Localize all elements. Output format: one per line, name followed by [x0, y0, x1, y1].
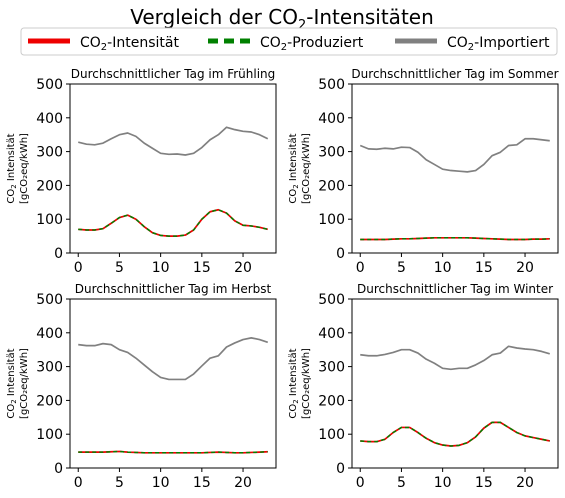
subplot-title: Durchschnittlicher Tag im Winter	[357, 282, 553, 296]
y-tick-label: 100	[36, 427, 63, 443]
subplot-title: Durchschnittlicher Tag im Sommer	[351, 67, 558, 81]
legend-label-imported: CO2-Importiert	[447, 35, 550, 53]
legend: CO2-Intensität CO2-Produziert CO2-Import…	[21, 28, 557, 55]
y-tick-label: 200	[318, 393, 345, 409]
y-tick-label: 500	[36, 292, 63, 308]
x-tick-label: 20	[234, 260, 252, 276]
y-tick-label: 100	[318, 212, 345, 228]
x-tick-label: 15	[193, 260, 211, 276]
x-tick-label: 0	[356, 260, 365, 276]
x-tick-label: 5	[115, 260, 124, 276]
x-tick-label: 0	[356, 475, 365, 491]
x-tick-label: 10	[434, 475, 452, 491]
y-tick-label: 500	[318, 77, 345, 93]
x-tick-label: 10	[152, 475, 170, 491]
y-tick-label: 200	[36, 178, 63, 194]
y-tick-label: 200	[36, 393, 63, 409]
y-tick-label: 300	[36, 145, 63, 161]
x-tick-label: 10	[152, 260, 170, 276]
legend-label-intensity: CO2-Intensität	[80, 35, 179, 53]
x-tick-label: 20	[516, 475, 534, 491]
x-tick-label: 20	[516, 260, 534, 276]
y-tick-label: 500	[318, 292, 345, 308]
y-tick-label: 100	[318, 427, 345, 443]
x-tick-label: 0	[74, 260, 83, 276]
y-tick-label: 0	[336, 461, 345, 477]
legend-label-produced: CO2-Produziert	[260, 35, 364, 53]
y-tick-label: 300	[36, 360, 63, 376]
x-tick-label: 5	[397, 475, 406, 491]
x-tick-label: 5	[397, 260, 406, 276]
y-tick-label: 100	[36, 212, 63, 228]
y-tick-label: 400	[318, 111, 345, 127]
x-tick-label: 15	[475, 475, 493, 491]
x-tick-label: 15	[475, 260, 493, 276]
y-tick-label: 300	[318, 360, 345, 376]
y-tick-label: 400	[36, 111, 63, 127]
y-tick-label: 400	[318, 326, 345, 342]
subplot-title: Durchschnittlicher Tag im Herbst	[75, 282, 272, 296]
y-tick-label: 300	[318, 145, 345, 161]
x-tick-label: 5	[115, 475, 124, 491]
y-tick-label: 0	[54, 461, 63, 477]
subplot-title: Durchschnittlicher Tag im Frühling	[71, 67, 276, 81]
x-tick-label: 15	[193, 475, 211, 491]
y-tick-label: 400	[36, 326, 63, 342]
x-tick-label: 20	[234, 475, 252, 491]
x-tick-label: 0	[74, 475, 83, 491]
y-tick-label: 0	[54, 246, 63, 262]
x-tick-label: 10	[434, 260, 452, 276]
y-tick-label: 0	[336, 246, 345, 262]
y-tick-label: 500	[36, 77, 63, 93]
y-tick-label: 200	[318, 178, 345, 194]
